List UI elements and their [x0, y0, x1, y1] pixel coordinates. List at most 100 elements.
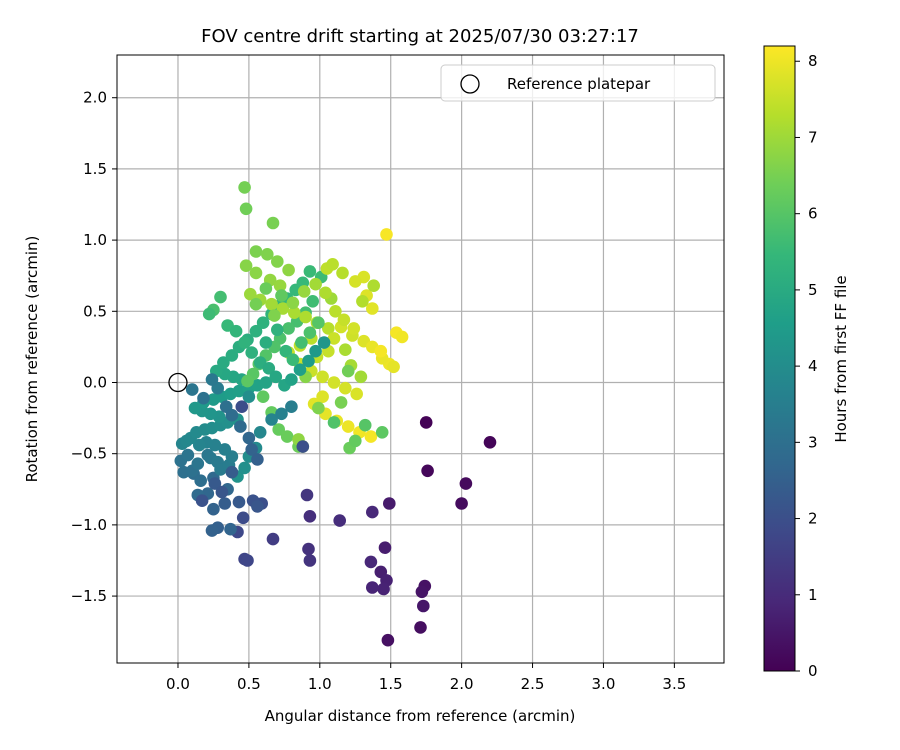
- chart-title: FOV centre drift starting at 2025/07/30 …: [201, 26, 639, 47]
- scatter-point: [232, 495, 246, 509]
- colorbar-tick-label: 0: [808, 662, 818, 680]
- scatter-point: [341, 420, 355, 433]
- scatter-point: [191, 457, 205, 471]
- scatter-point: [316, 370, 329, 384]
- scatter-point: [349, 275, 362, 288]
- scatter-point: [185, 383, 199, 396]
- scatter-point: [303, 326, 317, 340]
- scatter-point: [302, 354, 315, 368]
- scatter-point: [421, 464, 434, 478]
- scatter-point: [356, 295, 369, 308]
- scatter-point: [341, 364, 355, 378]
- scatter-point: [242, 431, 256, 445]
- legend-label: Reference platepar: [507, 75, 651, 93]
- y-tick-label: 1.5: [83, 160, 107, 178]
- scatter-point: [279, 344, 293, 358]
- x-tick-label: 0.0: [166, 675, 190, 693]
- scatter-point: [303, 510, 317, 523]
- scatter-point: [334, 396, 348, 409]
- scatter-point: [455, 497, 468, 510]
- colorbar-tick-label: 4: [808, 357, 818, 375]
- y-tick-label: 1.0: [83, 231, 107, 249]
- scatter-point: [366, 302, 379, 315]
- colorbar-tick-label: 3: [808, 433, 818, 451]
- scatter-point: [265, 413, 278, 426]
- scatter-point: [286, 296, 300, 310]
- scatter-point: [282, 322, 295, 335]
- scatter-point: [339, 343, 352, 357]
- scatter-point: [316, 390, 329, 404]
- scatter-point: [275, 289, 288, 302]
- scatter-point: [214, 290, 227, 304]
- scatter-point: [364, 430, 378, 443]
- scatter-point: [329, 305, 342, 318]
- scatter-point: [417, 599, 430, 613]
- scatter-point: [358, 418, 372, 432]
- scatter-point: [259, 282, 273, 295]
- x-axis-ticks: 0.0 0.5 1.0 1.5 2.0 2.5 3.0 3.5: [166, 663, 686, 693]
- scatter-point: [333, 514, 347, 527]
- scatter-point: [218, 497, 232, 510]
- scatter-point: [326, 258, 339, 271]
- scatter-points: [174, 181, 497, 647]
- scatter-point: [459, 477, 473, 490]
- scatter-point: [181, 448, 195, 462]
- scatter-point: [309, 344, 322, 358]
- plot-area: 0.0 0.5 1.0 1.5 2.0 2.5 3.0 3.5 −1.5 −1.0 −0.5 0.0…: [71, 54, 725, 693]
- scatter-point: [225, 408, 239, 422]
- scatter-point: [295, 336, 308, 349]
- scatter-point: [238, 336, 251, 349]
- scatter-point: [300, 488, 314, 502]
- colorbar-tick-label: 8: [808, 52, 818, 70]
- scatter-point: [238, 461, 251, 475]
- scatter-point: [322, 322, 335, 335]
- scatter-point: [297, 285, 311, 298]
- scatter-point: [225, 465, 239, 479]
- scatter-point: [265, 297, 278, 311]
- scatter-point: [336, 266, 349, 280]
- scatter-point: [387, 360, 400, 374]
- scatter-point: [261, 248, 274, 261]
- colorbar-gradient: [763, 45, 796, 672]
- scatter-point: [378, 541, 392, 554]
- scatter-point: [350, 387, 364, 401]
- scatter-point: [225, 349, 239, 362]
- scatter-point: [271, 255, 284, 268]
- scatter-point: [312, 316, 325, 330]
- scatter-point: [381, 633, 395, 647]
- scatter-point: [259, 336, 273, 349]
- x-tick-label: 1.0: [308, 675, 332, 693]
- scatter-point: [319, 286, 332, 300]
- scatter-point: [208, 477, 222, 490]
- colorbar-ticks: 0 1 2 3 4 5 6 7 8: [795, 52, 818, 680]
- scatter-point: [280, 430, 294, 443]
- scatter-point: [224, 522, 237, 536]
- x-tick-label: 2.5: [521, 675, 545, 693]
- scatter-point: [245, 346, 258, 359]
- scatter-point: [339, 381, 352, 395]
- scatter-point: [349, 434, 362, 448]
- scatter-point: [366, 581, 379, 594]
- x-tick-label: 2.0: [450, 675, 474, 693]
- scatter-point: [249, 245, 263, 258]
- scatter-point: [354, 370, 368, 384]
- scatter-point: [256, 390, 270, 404]
- scatter-point: [285, 373, 298, 386]
- scatter-point: [317, 336, 331, 349]
- scatter-point: [272, 423, 286, 436]
- scatter-point: [194, 474, 207, 488]
- scatter-point: [374, 344, 388, 358]
- y-axis-label: Rotation from reference (arcmin): [23, 236, 41, 483]
- legend: Reference platepar: [440, 64, 716, 102]
- scatter-point: [327, 416, 341, 429]
- scatter-point: [419, 416, 433, 429]
- y-tick-label: 0.0: [83, 373, 107, 391]
- x-tick-label: 3.0: [592, 675, 616, 693]
- scatter-point: [286, 353, 300, 367]
- gridlines: [117, 55, 724, 663]
- scatter-point: [249, 324, 263, 338]
- scatter-point: [366, 505, 379, 519]
- scatter-point: [271, 323, 284, 337]
- colorbar-tick-label: 5: [808, 281, 818, 299]
